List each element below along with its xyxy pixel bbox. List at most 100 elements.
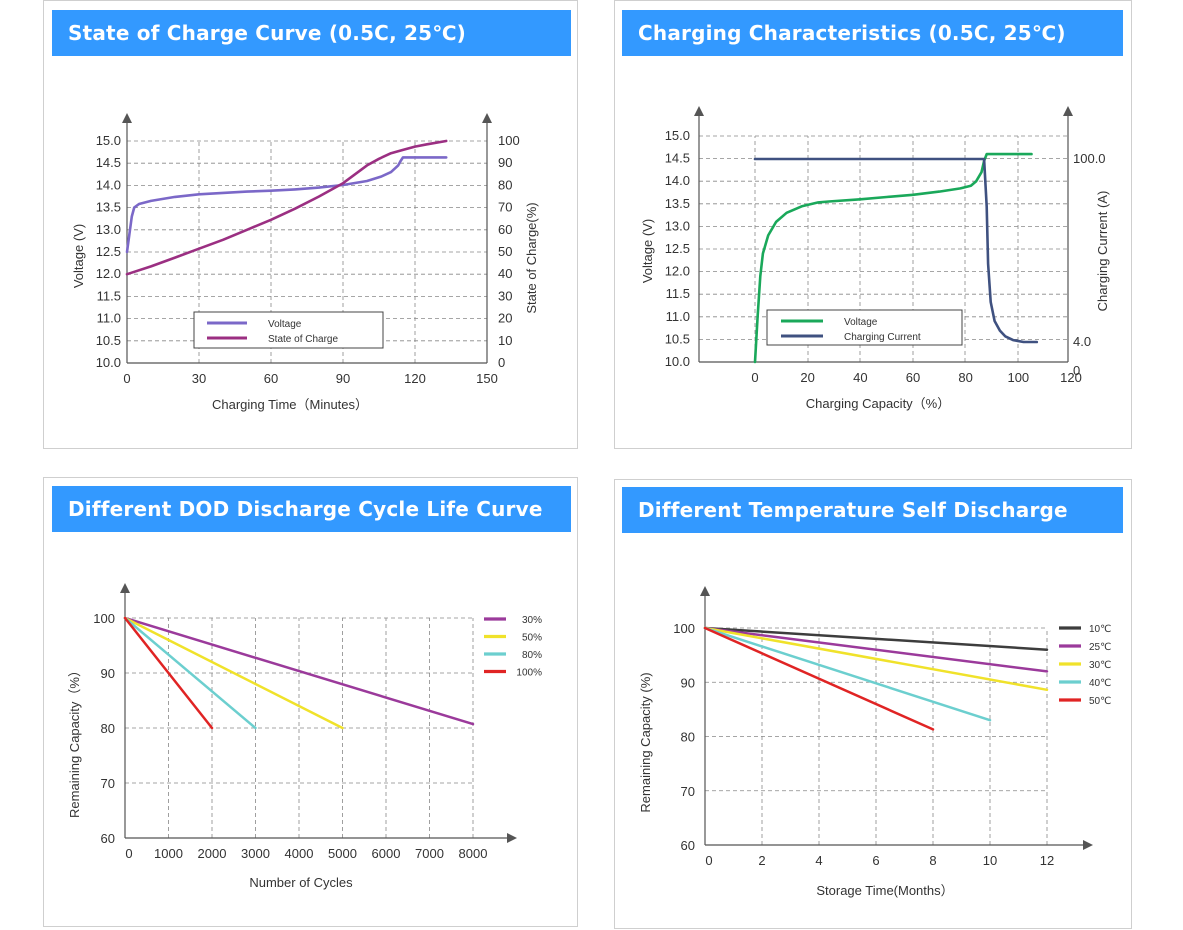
x-tick-label: 30 [192,371,206,386]
x-tick-label: 1000 [154,846,183,861]
x-axis-head [1083,840,1093,850]
y-tick-label: 70 [681,784,695,799]
x-tick-label: 120 [404,371,426,386]
y2-tick-label: 100 [498,133,520,148]
dod-chart: 0 1000 2000 3000 4000 5000 6000 7000 8000 60 70 80 9… [67,583,542,890]
y-tick-label: 14.0 [665,173,690,188]
x-tick-label: 4000 [285,846,314,861]
charging-chart: 0 20 40 60 80 100 120 10.0 10.5 11.0 11.5 12.0 12.5 1… [640,106,1110,411]
y-axis-right-head [1063,106,1073,116]
y-axis-label: Voltage (V) [640,219,655,283]
y-tick-label: 14.0 [96,177,121,192]
legend-label-10: 10℃ [1089,624,1111,635]
x-tick-label: 8 [929,853,936,868]
y-tick-label: 100 [93,611,115,626]
y-tick-label: 12.5 [665,241,690,256]
legend-label-voltage: Voltage [844,317,878,328]
series-10-line [703,626,1049,651]
y-tick-label: 80 [101,721,115,736]
x-tick-label: 2000 [198,846,227,861]
series-voltage-line [753,152,1033,364]
y2-tick-label: 30 [498,288,512,303]
y-tick-label: 11.0 [666,309,690,324]
soc-chart-panel: State of Charge Curve (0.5C, 25℃) 0 30 60 9… [43,0,578,449]
y-tick-label: 70 [101,776,115,791]
y-axis-left-head [694,106,704,116]
y-tick-label: 60 [101,831,115,846]
y-tick-label: 12.5 [96,244,121,259]
legend-label-25: 25℃ [1089,642,1111,653]
y2-tick-label: 80 [498,177,512,192]
series-state-of-charge-line [125,139,448,276]
series-80-line [123,616,257,730]
legend-label-30: 30% [522,615,542,626]
x-tick-label: 150 [476,371,498,386]
y-tick-label: 100 [673,621,695,636]
y-tick-label: 13.5 [665,196,690,211]
y-tick-label: 15.0 [96,133,121,148]
x-tick-label: 5000 [328,846,357,861]
y-tick-label: 11.5 [666,286,690,301]
y-tick-label: 14.5 [665,151,690,166]
y-axis-left-head [122,113,132,123]
charging-chart-panel: Charging Characteristics (0.5C, 25℃) 0 20… [614,0,1132,449]
soc-chart: 0 30 60 90 120 150 10.0 10.5 11.0 11.5 12.0 12.5 13.… [71,113,539,412]
legend-label-voltage: Voltage [268,319,302,330]
y-tick-label: 10.5 [665,331,690,346]
legend-label-30: 30℃ [1089,660,1111,671]
series-30-line [703,626,1049,692]
x-tick-label: 90 [336,371,350,386]
y2-tick-label: 4.0 [1073,334,1091,349]
temp-chart-title: Different Temperature Self Discharge Cur… [622,487,1123,568]
x-tick-label: 2 [758,853,765,868]
y-tick-label: 15.0 [665,128,690,143]
x-tick-label: 20 [800,370,814,385]
x-axis-label: Storage Time(Months） [816,883,953,898]
y-axis-head [120,583,130,593]
y-tick-label: 11.5 [97,288,121,303]
x-tick-label: 60 [264,371,278,386]
y-axis-label: Remaining Capacity（%） [67,664,82,818]
x-tick-label: 10 [983,853,997,868]
x-tick-label: 120 [1060,370,1082,385]
legend-label-80: 80% [522,650,542,661]
y2-axis-label: State of Charge(%) [524,202,539,313]
dod-chart-panel: Different DOD Discharge Cycle Life Curve… [43,477,578,927]
y-tick-label: 12.0 [96,266,121,281]
y2-tick-label: 0 [498,355,505,370]
y-tick-label: 10.0 [96,355,121,370]
x-tick-label: 3000 [241,846,270,861]
x-tick-label: 12 [1040,853,1054,868]
series-50-line [703,626,935,731]
x-tick-label: 80 [958,370,972,385]
y-tick-label: 14.5 [96,155,121,170]
x-tick-label: 0 [125,846,132,861]
y-axis-label: Voltage (V) [71,224,86,288]
y2-tick-label: 20 [498,311,512,326]
y-tick-label: 13.0 [665,218,690,233]
legend-label-50: 50℃ [1089,696,1111,707]
legend-box [193,311,384,349]
y2-tick-label: 10 [498,333,512,348]
x-axis-label: Charging Time（Minutes） [212,397,368,412]
legend-label-charging-current: Charging Current [844,332,921,343]
series-25-line [703,626,1049,673]
y-tick-label: 90 [681,675,695,690]
y2-tick-label: 40 [498,266,512,281]
series-100-line [123,616,214,730]
y2-tick-label: 50 [498,244,512,259]
x-axis-label: Charging Capacity（%） [806,396,951,411]
y-tick-label: 11.0 [97,311,121,326]
x-tick-label: 60 [906,370,920,385]
charging-chart-title: Charging Characteristics (0.5C, 25℃) [622,10,1123,56]
y2-axis-label: Charging Current (A) [1095,191,1110,312]
x-tick-label: 0 [705,853,712,868]
x-axis-label: Number of Cycles [249,875,353,890]
x-tick-label: 0 [123,371,130,386]
y2-tick-label: 0 [1073,363,1080,378]
series-40-line [703,626,992,722]
y-tick-label: 60 [681,838,695,853]
dod-chart-title: Different DOD Discharge Cycle Life Curve… [52,486,571,567]
legend-box [766,309,963,346]
temp-chart: 0 2 4 6 8 10 12 60 70 80 90 100 Storage Time(Months）… [638,586,1111,898]
